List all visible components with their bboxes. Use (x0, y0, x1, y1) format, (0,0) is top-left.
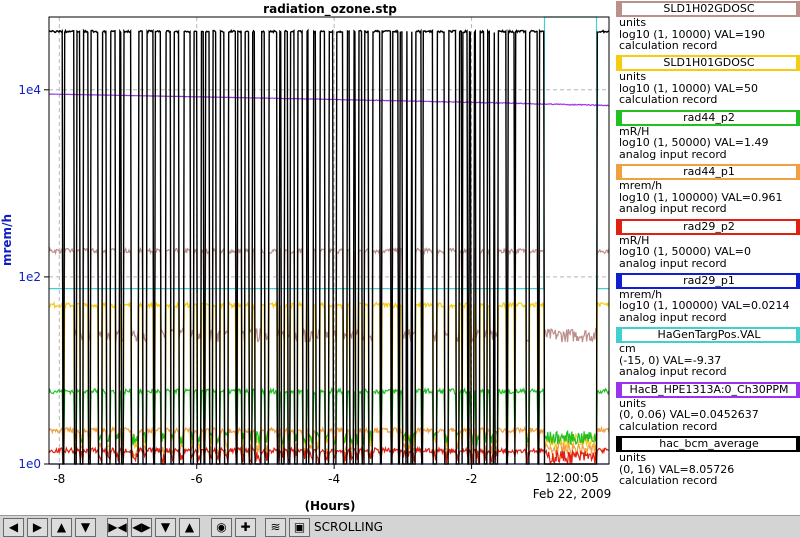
legend-record-type: analog input record (619, 365, 727, 379)
arrow-left-icon: ◀ (8, 520, 19, 534)
legend-item[interactable]: hac_bcm_average units (0, 16) VAL=8.05726 c… (614, 435, 800, 489)
add-icon: ✚ (240, 520, 251, 534)
zoom-in-x-icon: ▶◀ (108, 520, 127, 534)
y-axis-label: mrem/h (0, 214, 14, 266)
legend-range-value: (0, 16) VAL=8.05726 (619, 462, 735, 476)
x-tick-label: -4 (328, 472, 340, 486)
zoom-in-y-icon: ▼ (160, 520, 171, 534)
legend-series-name[interactable]: rad44_p1 (616, 164, 800, 181)
legend-unit: cm (619, 342, 636, 356)
arrow-up-button[interactable]: ▲ (51, 518, 72, 537)
plot-frame (48, 16, 610, 465)
legend-record-type: analog input record (619, 256, 727, 270)
legend-unit: units (619, 70, 647, 84)
time-label: 12:00:05 (545, 471, 599, 485)
zoom-out-y-button[interactable]: ▲ (179, 518, 200, 537)
y-tick-label: 1e2 (18, 270, 41, 284)
legend-item[interactable]: rad29_p1 mrem/h log10 (1, 100000) VAL=0.02… (614, 272, 800, 326)
y-axis: 1e0 1e2 1e4 (18, 83, 49, 471)
legend-range-value: (0, 0.06) VAL=0.0452637 (619, 408, 759, 422)
x-tick-label: -2 (466, 472, 478, 486)
zoom-out-y-icon: ▲ (184, 520, 195, 534)
arrow-right-button[interactable]: ▶ (27, 518, 48, 537)
chart-area: 1e0 1e2 1e4 -8 -6 -4 -2 radiation_ozone.stp m… (0, 2, 612, 513)
legend-unit: mrem/h (619, 179, 663, 193)
legend-series-name[interactable]: SLD1H01GDOSC (616, 55, 800, 72)
legend-series-name[interactable]: rad29_p2 (616, 218, 800, 235)
arrow-down-button[interactable]: ▼ (75, 518, 96, 537)
legend-record-type: calculation record (619, 39, 718, 52)
arrow-up-icon: ▲ (56, 520, 67, 534)
zoom-in-y-button[interactable]: ▼ (155, 518, 176, 537)
legend-unit: units (619, 16, 647, 29)
legend-unit: units (619, 451, 647, 465)
x-axis: -8 -6 -4 -2 (53, 464, 478, 486)
legend-record-type: calculation record (619, 474, 718, 488)
legend-item[interactable]: HacB_HPE1313A:0_Ch30PPM units (0, 0.06) VA… (614, 381, 800, 435)
y-tick-label: 1e4 (18, 83, 41, 97)
legend-record-type: analog input record (619, 202, 727, 216)
legend-unit: mrem/h (619, 287, 663, 301)
config-icon: ◉ (216, 520, 227, 534)
legend-unit: mR/H (619, 124, 650, 138)
legend-unit: mR/H (619, 233, 650, 247)
arrow-right-icon: ▶ (32, 520, 43, 534)
series-layer (48, 16, 610, 466)
mode-toggle-button[interactable]: ▣ (289, 518, 310, 537)
mode-label: SCROLLING (314, 520, 383, 534)
legend-record-type: calculation record (619, 93, 718, 107)
config-button[interactable]: ◉ (211, 518, 232, 537)
legend-series-name[interactable]: rad44_p2 (616, 109, 800, 126)
legend-range-value: log10 (1, 10000) VAL=190 (619, 27, 766, 41)
legend-series-name[interactable]: rad29_p1 (616, 272, 800, 289)
legend-range-value: log10 (1, 50000) VAL=0 (619, 245, 752, 259)
legend-item[interactable]: rad44_p1 mrem/h log10 (1, 100000) VAL=0.96… (614, 163, 800, 217)
x-axis-label: (Hours) (305, 499, 356, 513)
legend-range-value: log10 (1, 10000) VAL=50 (619, 81, 759, 95)
mode-icon: ▣ (293, 520, 306, 534)
arrow-down-icon: ▼ (80, 520, 91, 534)
y-tick-label: 1e0 (18, 457, 41, 471)
series-line-hac_bcm_average (48, 28, 610, 465)
legend-series-name[interactable]: hac_bcm_average (616, 436, 800, 453)
zoom-out-x-button[interactable]: ◀▶ (131, 518, 152, 537)
legend-item[interactable]: SLD1H01GDOSC units log10 (1, 10000) VAL=50… (614, 54, 800, 108)
toolbar: ◀ ▶ ▲ ▼ ▶◀ ◀▶ ▼ ▲ ◉ ✚ ≋ ▣ SCROLLING (0, 515, 800, 538)
auto-scale-button[interactable]: ≋ (265, 518, 286, 537)
x-tick-label: -6 (191, 472, 203, 486)
add-button[interactable]: ✚ (235, 518, 256, 537)
legend-record-type: analog input record (619, 310, 727, 324)
legend-item[interactable]: rad44_p2 mR/H log10 (1, 50000) VAL=1.49 ana… (614, 109, 800, 163)
legend-range-value: log10 (1, 50000) VAL=1.49 (619, 136, 769, 150)
date-label: Feb 22, 2009 (533, 487, 612, 501)
legend-item[interactable]: HaGenTargPos.VAL cm (-15, 0) VAL=-9.37 anal… (614, 326, 800, 380)
legend-item[interactable]: rad29_p2 mR/H log10 (1, 50000) VAL=0 analog… (614, 218, 800, 272)
x-tick-label: -8 (53, 472, 65, 486)
auto-scale-icon: ≋ (270, 520, 281, 534)
legend-series-name[interactable]: HaGenTargPos.VAL (616, 327, 800, 344)
zoom-in-x-button[interactable]: ▶◀ (107, 518, 128, 537)
legend-series-name[interactable]: SLD1H02GDOSC (616, 1, 800, 17)
legend-series-name[interactable]: HacB_HPE1313A:0_Ch30PPM (616, 381, 800, 398)
legend-range-value: log10 (1, 100000) VAL=0.0214 (619, 299, 790, 313)
chart-title: radiation_ozone.stp (263, 2, 397, 17)
legend-range-value: log10 (1, 100000) VAL=0.961 (619, 190, 783, 204)
zoom-out-x-icon: ◀▶ (132, 520, 151, 534)
legend: SLD1H02GDOSC units log10 (1, 10000) VAL=19… (614, 0, 800, 490)
legend-record-type: analog input record (619, 147, 727, 161)
legend-item[interactable]: SLD1H02GDOSC units log10 (1, 10000) VAL=19… (614, 0, 800, 54)
legend-unit: units (619, 396, 647, 410)
legend-range-value: (-15, 0) VAL=-9.37 (619, 353, 722, 367)
arrow-left-button[interactable]: ◀ (3, 518, 24, 537)
legend-record-type: calculation record (619, 419, 718, 433)
